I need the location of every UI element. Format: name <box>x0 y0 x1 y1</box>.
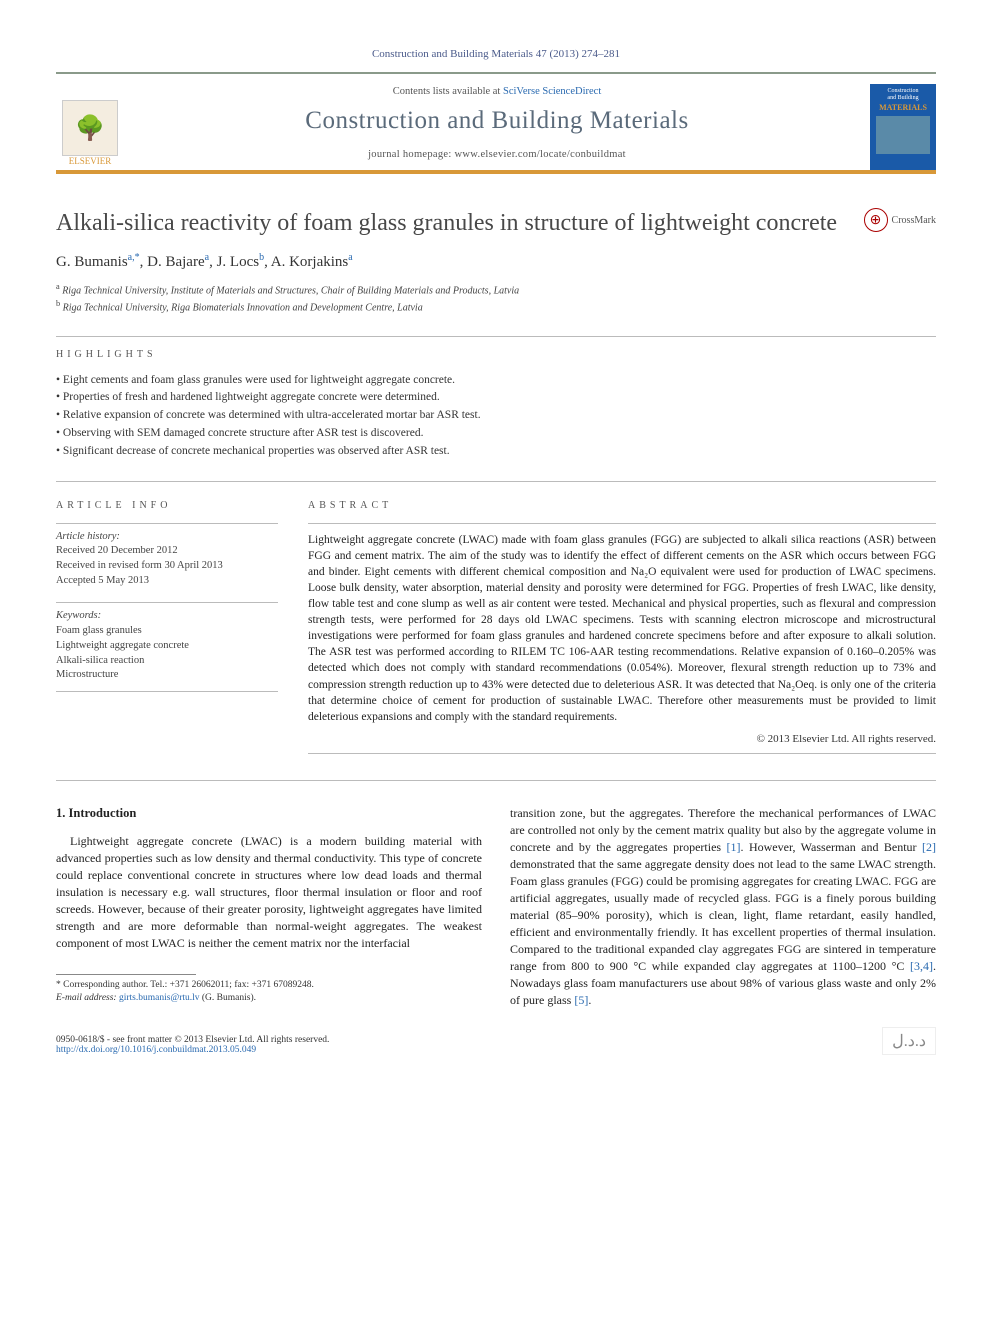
contents-available: Contents lists available at SciVerse Sci… <box>138 86 856 97</box>
divider <box>56 780 936 781</box>
cover-image-icon <box>876 116 930 154</box>
article-info-label: ARTICLE INFO <box>56 500 278 511</box>
email-label: E-mail address: <box>56 993 119 1003</box>
highlight-item: Eight cements and foam glass granules we… <box>56 372 936 390</box>
journal-header: 🌳 ELSEVIER Contents lists available at S… <box>56 72 936 174</box>
abstract-text: Lightweight aggregate concrete (LWAC) ma… <box>308 532 936 725</box>
intro-para-1: Lightweight aggregate concrete (LWAC) is… <box>56 833 482 952</box>
affiliation-a: Riga Technical University, Institute of … <box>62 285 519 296</box>
intro-para-2: transition zone, but the aggregates. The… <box>510 805 936 1009</box>
keyword: Microstructure <box>56 668 278 683</box>
crossmark-icon: ⊕ <box>864 208 888 232</box>
divider <box>308 523 936 524</box>
intro-heading: 1. Introduction <box>56 805 482 823</box>
highlight-item: Significant decrease of concrete mechani… <box>56 443 936 461</box>
article-history: Article history: Received 20 December 20… <box>56 530 278 589</box>
page-footer: 0950-0618/$ - see front matter © 2013 El… <box>56 1027 936 1055</box>
publisher-name: ELSEVIER <box>69 156 112 166</box>
ref-link[interactable]: [1] <box>727 840 741 854</box>
journal-name: Construction and Building Materials <box>138 107 856 135</box>
crossmark-widget[interactable]: ⊕ CrossMark <box>864 208 936 232</box>
body-text: 1. Introduction Lightweight aggregate co… <box>56 805 936 1009</box>
ref-link[interactable]: [5] <box>574 993 588 1007</box>
keywords-block: Keywords: Foam glass granules Lightweigh… <box>56 609 278 682</box>
divider <box>56 602 278 603</box>
article-title: Alkali-silica reactivity of foam glass g… <box>56 208 850 238</box>
keyword: Lightweight aggregate concrete <box>56 639 278 654</box>
abstract-copyright: © 2013 Elsevier Ltd. All rights reserved… <box>308 733 936 745</box>
author[interactable]: D. Bajarea <box>147 254 209 270</box>
journal-homepage: journal homepage: www.elsevier.com/locat… <box>138 149 856 160</box>
journal-cover-thumb: Construction and Building MATERIALS <box>870 84 936 170</box>
divider <box>56 523 278 524</box>
highlight-item: Properties of fresh and hardened lightwe… <box>56 389 936 407</box>
history-label: Article history: <box>56 530 278 545</box>
author[interactable]: G. Bumanisa,* <box>56 254 140 270</box>
elsevier-tree-icon: 🌳 <box>62 100 118 156</box>
divider <box>308 753 936 754</box>
corr-email-link[interactable]: girts.bumanis@rtu.lv <box>119 993 200 1003</box>
homepage-url[interactable]: www.elsevier.com/locate/conbuildmat <box>455 149 626 160</box>
keyword: Alkali-silica reaction <box>56 654 278 669</box>
cover-line1: Construction <box>888 88 919 95</box>
history-item: Accepted 5 May 2013 <box>56 574 278 589</box>
footer-front-matter: 0950-0618/$ - see front matter © 2013 El… <box>56 1035 329 1045</box>
ddl-logo-icon: د.د.ل <box>882 1027 936 1055</box>
affiliations: a Riga Technical University, Institute o… <box>56 281 936 316</box>
author-list: G. Bumanisa,*, D. Bajarea, J. Locsb, A. … <box>56 252 936 271</box>
homepage-prefix: journal homepage: <box>368 149 454 160</box>
cover-word: MATERIALS <box>879 103 927 112</box>
author[interactable]: J. Locsb <box>217 254 265 270</box>
affiliation-b: Riga Technical University, Riga Biomater… <box>63 303 423 314</box>
cover-line2: and Building <box>887 95 918 102</box>
highlight-item: Observing with SEM damaged concrete stru… <box>56 425 936 443</box>
history-item: Received 20 December 2012 <box>56 544 278 559</box>
footnote-divider <box>56 974 196 975</box>
doi-link[interactable]: http://dx.doi.org/10.1016/j.conbuildmat.… <box>56 1045 256 1055</box>
email-who: (G. Bumanis). <box>202 993 256 1003</box>
ref-link[interactable]: [3,4] <box>910 959 933 973</box>
history-item: Received in revised form 30 April 2013 <box>56 559 278 574</box>
highlights-label: HIGHLIGHTS <box>56 349 936 360</box>
crossmark-label: CrossMark <box>892 215 936 226</box>
corr-tel: * Corresponding author. Tel.: +371 26062… <box>56 979 482 992</box>
keyword: Foam glass granules <box>56 624 278 639</box>
divider <box>56 336 936 337</box>
divider <box>56 481 936 482</box>
highlight-item: Relative expansion of concrete was deter… <box>56 407 936 425</box>
divider <box>56 691 278 692</box>
highlights-list: Eight cements and foam glass granules we… <box>56 372 936 461</box>
publisher-logo: 🌳 ELSEVIER <box>56 88 124 166</box>
corresponding-footnote: * Corresponding author. Tel.: +371 26062… <box>56 979 482 1005</box>
sciencedirect-link[interactable]: SciVerse ScienceDirect <box>503 86 601 97</box>
journal-citation: Construction and Building Materials 47 (… <box>56 48 936 60</box>
keywords-label: Keywords: <box>56 609 278 624</box>
ref-link[interactable]: [2] <box>922 840 936 854</box>
author[interactable]: A. Korjakinsa <box>271 254 353 270</box>
abstract-label: ABSTRACT <box>308 500 936 511</box>
contents-prefix: Contents lists available at <box>393 86 503 97</box>
